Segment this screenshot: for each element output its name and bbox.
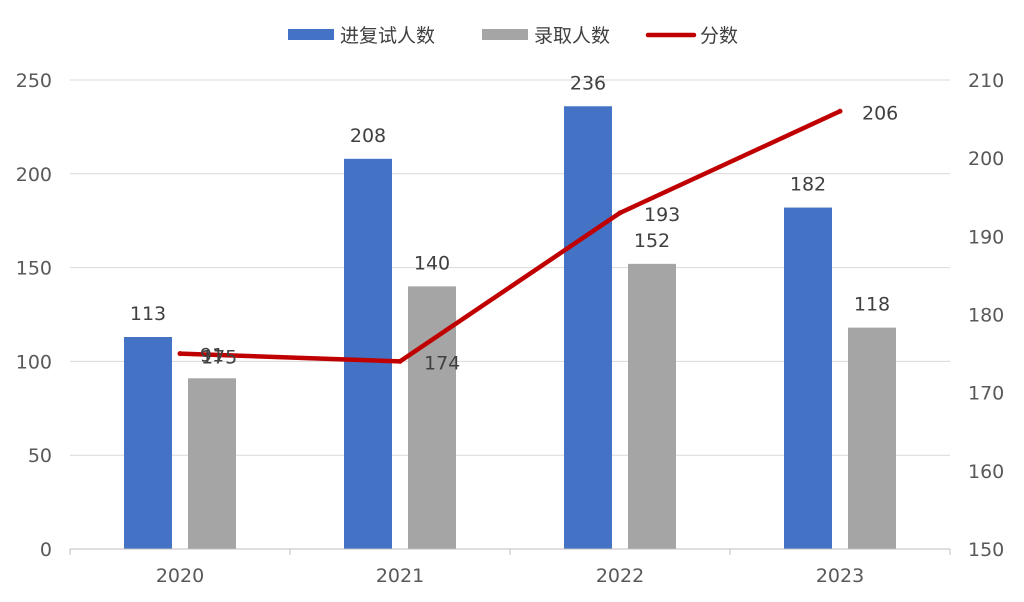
score-data-label: 174 — [424, 352, 460, 374]
left-tick-label: 150 — [16, 258, 52, 280]
legend-swatch — [288, 29, 334, 40]
left-tick-label: 100 — [16, 351, 52, 373]
right-tick-label: 150 — [968, 539, 1004, 561]
bar-retest — [784, 207, 832, 549]
left-tick-label: 0 — [40, 539, 52, 561]
score-data-label: 206 — [862, 102, 898, 124]
score-line-path — [177, 109, 843, 364]
right-tick-label: 200 — [968, 148, 1004, 170]
legend-label: 进复试人数 — [340, 25, 435, 47]
left-tick-label: 50 — [28, 445, 52, 467]
bar-admitted — [848, 327, 896, 549]
right-axis: 150 160 170 180 190 200 210 — [968, 70, 1004, 561]
x-tick-label: 2023 — [816, 565, 864, 587]
left-tick-label: 200 — [16, 164, 52, 186]
bar-data-label: 236 — [570, 72, 606, 94]
bar-data-label: 113 — [130, 303, 166, 325]
bar-admitted — [188, 378, 236, 549]
bar-retest — [564, 106, 612, 549]
score-data-label: 193 — [644, 204, 680, 226]
bar-data-label: 118 — [854, 294, 890, 316]
right-tick-label: 160 — [968, 461, 1004, 483]
score-point — [837, 108, 843, 114]
left-tick-label: 250 — [16, 70, 52, 92]
x-tick-label: 2022 — [596, 565, 644, 587]
x-axis: 2020 2021 2022 2023 — [69, 548, 951, 587]
bars — [124, 106, 896, 550]
legend-swatch — [482, 29, 528, 40]
x-tick-label: 2020 — [156, 565, 204, 587]
right-tick-label: 170 — [968, 383, 1004, 405]
score-point — [397, 358, 403, 364]
legend-label: 分数 — [700, 25, 738, 47]
bar-retest — [124, 337, 172, 549]
bar-admitted — [628, 263, 676, 549]
legend: 进复试人数 录取人数 分数 — [288, 25, 738, 47]
bar-data-label: 208 — [350, 125, 386, 147]
data-labels: 113 208 236 182 91 140 152 118 175 174 193 206 — [130, 72, 898, 374]
right-tick-label: 190 — [968, 226, 1004, 248]
bar-data-label: 91 — [200, 344, 224, 366]
score-point — [177, 351, 183, 357]
right-tick-label: 180 — [968, 305, 1004, 327]
x-tick-label: 2021 — [376, 565, 424, 587]
bar-data-label: 152 — [634, 230, 670, 252]
legend-label: 录取人数 — [534, 25, 610, 47]
bar-data-label: 140 — [414, 252, 450, 274]
bar-data-label: 182 — [790, 174, 826, 196]
score-point — [617, 210, 623, 216]
left-axis: 0 50 100 150 200 250 — [16, 70, 52, 561]
right-tick-label: 210 — [968, 70, 1004, 92]
bar-retest — [344, 158, 392, 550]
score-line — [177, 108, 843, 364]
score-data-label: 175 — [201, 347, 237, 369]
